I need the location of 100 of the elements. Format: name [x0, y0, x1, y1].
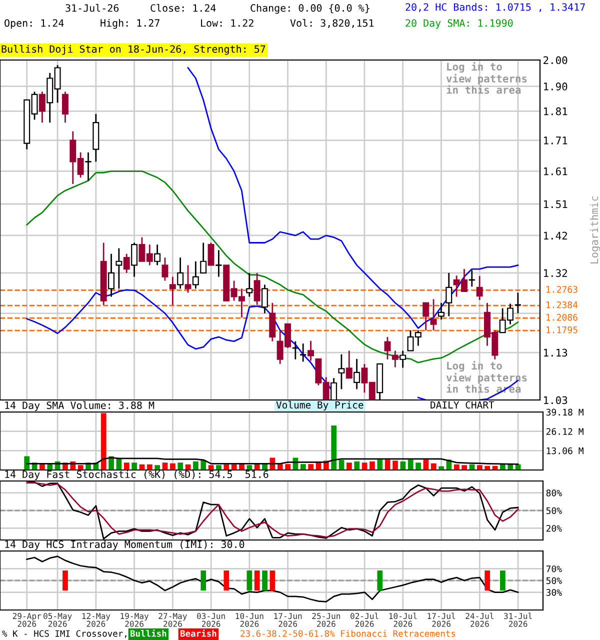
bar — [246, 465, 252, 470]
x-tick-label: 27-May 2026 — [158, 612, 187, 627]
annotation: Log in to view patterns in this area — [446, 62, 527, 94]
y-tick-label: 1.03 — [544, 396, 568, 404]
bar — [100, 413, 106, 470]
y-tick-label: 50% — [546, 577, 562, 584]
candlestick — [400, 350, 406, 368]
candlestick — [131, 242, 138, 278]
bar — [224, 464, 230, 470]
bar — [300, 464, 306, 470]
bar — [416, 462, 421, 470]
x-tick-label: 19-May 2026 — [120, 612, 149, 627]
text: Low: 1.22 — [201, 19, 254, 27]
text: Open: 1.24 — [4, 19, 64, 29]
y-tick-label: 80% — [546, 490, 562, 496]
y-tick-label: 1.71 — [544, 136, 568, 144]
bar — [430, 463, 436, 470]
bar — [392, 460, 398, 470]
candlestick — [446, 272, 452, 317]
y-tick-label: 20% — [546, 524, 562, 532]
x-tick-label: 31-Jul 2026 — [504, 612, 532, 627]
text: High: 1.27 — [100, 19, 160, 29]
candlestick — [422, 302, 430, 332]
x-tick-label: 12-May 2026 — [82, 612, 110, 627]
candlestick — [254, 272, 260, 306]
bar — [476, 465, 482, 470]
y-tick-label: 1.13 — [544, 348, 568, 357]
line-series — [26, 556, 519, 602]
candlestick — [208, 242, 214, 266]
ref-line-label: 1.1795 — [546, 326, 578, 334]
candlestick — [177, 256, 184, 290]
x-tick-label: 25-Jun 2026 — [312, 612, 340, 627]
bar — [285, 464, 290, 470]
ref-line-label: 1.2763 — [546, 286, 578, 293]
bar — [231, 464, 237, 470]
y-tick-label: 30% — [546, 589, 562, 596]
candlestick — [62, 91, 68, 124]
bar — [78, 465, 84, 470]
bar — [124, 462, 130, 470]
y-tick-label: 1.51 — [544, 200, 568, 208]
chart-title: 14 Day Fast Stochastic (%K) (%D): 54.5 51.6 — [5, 470, 268, 480]
x-tick-label: 05-May 2026 — [44, 612, 72, 627]
candlestick — [514, 292, 522, 314]
candlestick — [184, 264, 192, 294]
bar — [146, 464, 152, 470]
x-tick-label: 10-Jun 2026 — [236, 612, 264, 627]
candlestick — [38, 91, 46, 124]
bar — [193, 461, 198, 470]
bar — [308, 464, 314, 470]
bar — [346, 462, 352, 470]
text: Bullish — [130, 630, 166, 637]
y-tick-label: 1.61 — [544, 167, 568, 176]
candlestick — [123, 253, 130, 274]
y-tick-label: 2.00 — [544, 56, 568, 64]
y-tick-label: 1.42 — [544, 232, 567, 240]
candlestick — [246, 272, 253, 298]
candlestick — [116, 248, 122, 290]
ref-line-label: 1.2384 — [546, 301, 578, 308]
candlestick — [200, 242, 207, 274]
candlestick — [84, 152, 92, 182]
candlestick — [169, 276, 176, 306]
y-tick-label: 26.12 M — [546, 428, 584, 435]
candlestick — [468, 269, 476, 288]
ref-line-label: 1.2086 — [546, 314, 578, 321]
candlestick — [308, 340, 314, 362]
candlestick — [476, 275, 483, 301]
bar — [454, 464, 460, 470]
x-tick-label: 17-Jun 2026 — [274, 613, 302, 627]
bar — [500, 464, 506, 470]
text: Bullish Doji Star on 18-Jun-26, Strength: 57 — [2, 45, 266, 55]
text: 23.6-38.2-50-61.8% Fibonacci Retracements — [240, 630, 456, 637]
bar — [400, 461, 406, 470]
y-tick-label: 13.06 M — [546, 447, 584, 454]
bar — [377, 460, 383, 470]
line-series — [26, 457, 519, 465]
candlestick — [384, 336, 391, 360]
text: Change: 0.00 {0.0 %} — [250, 4, 370, 14]
x-tick-label: 10-Jul 2026 — [389, 612, 417, 627]
x-tick-label: 03-Jun 2026 — [197, 612, 225, 627]
candlestick — [392, 350, 398, 368]
y-tick-label: 1.81 — [544, 107, 568, 116]
text: Close: 1.24 — [150, 4, 216, 12]
text: Vol: 3,820,151 — [290, 19, 374, 28]
candlestick — [438, 302, 444, 320]
y-axis-title: Logarithmic — [590, 196, 600, 264]
chart-title: 14 Day HCS Intraday Momentum (IMI): 30.0 — [5, 540, 244, 550]
bar — [24, 456, 30, 470]
y-tick-label: 1.32 — [544, 269, 567, 278]
bar — [170, 463, 176, 470]
bar — [384, 460, 390, 470]
bar — [132, 462, 137, 470]
x-tick-label: 02-Jul 2026 — [350, 612, 378, 627]
bar — [277, 464, 283, 470]
candlestick — [162, 256, 168, 282]
bar — [216, 465, 222, 470]
y-tick-label: 39.18 M — [546, 408, 584, 416]
text: 20 Day SMA: 1.1990 — [406, 19, 513, 29]
text: % K - HCS IMI Crossover, — [2, 630, 126, 638]
candlestick — [346, 350, 352, 379]
y-tick-label: 50% — [546, 507, 562, 514]
